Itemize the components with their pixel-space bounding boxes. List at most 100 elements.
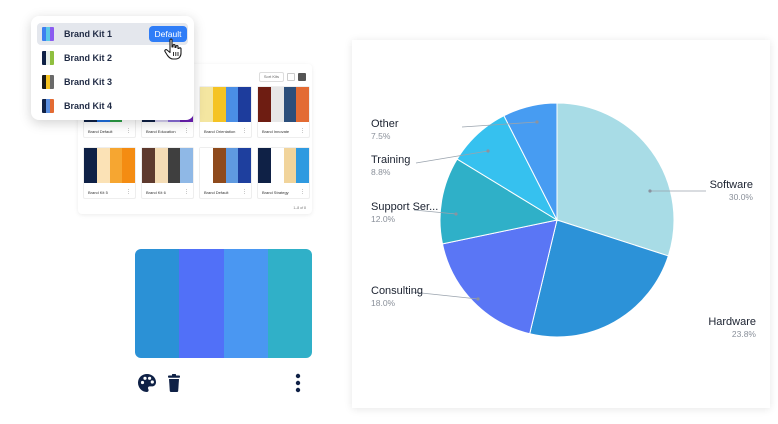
kit-card[interactable]: Brand Default ⋮: [199, 147, 252, 199]
slice-label: Other: [371, 118, 399, 130]
brand-kit-label: Brand Kit 4: [64, 101, 113, 111]
kit-swatches: [258, 87, 309, 122]
gallery-toolbar: Sort Kits: [258, 72, 306, 82]
slice-label: Training: [371, 154, 410, 166]
kit-swatch: [258, 148, 271, 183]
brand-kit-label: Brand Kit 2: [64, 53, 113, 63]
brand-kit-option-1[interactable]: Brand Kit 1 Default: [37, 23, 188, 45]
kit-swatch: [212, 87, 226, 122]
kit-swatch: [270, 87, 284, 122]
leader-line: [413, 209, 457, 215]
kit-swatch: [142, 148, 155, 183]
trash-icon[interactable]: [166, 374, 182, 392]
kit-swatch: [180, 148, 193, 183]
kit-swatch: [238, 148, 251, 183]
slice-label: Hardware: [708, 316, 756, 328]
kit-more-icon[interactable]: ⋮: [126, 128, 131, 134]
palette-color-4: [267, 249, 312, 358]
grid-view-icon[interactable]: [298, 73, 306, 81]
kit-more-icon[interactable]: ⋮: [126, 189, 131, 195]
kit-swatch: [154, 148, 168, 183]
kit-swatch: [225, 87, 239, 122]
kit-more-icon[interactable]: ⋮: [184, 189, 189, 195]
kit-swatches: [200, 87, 251, 122]
kit-swatch: [283, 148, 297, 183]
list-view-icon[interactable]: [287, 73, 295, 81]
kit-swatch: [296, 87, 309, 122]
brand-kit-option-4[interactable]: Brand Kit 4: [37, 95, 188, 117]
kit-swatch: [258, 87, 271, 122]
leader-line: [411, 291, 479, 300]
leader-dot: [476, 297, 480, 301]
brand-kit-label: Brand Kit 3: [64, 77, 113, 87]
pie-slice-hardware[interactable]: [529, 219, 669, 338]
kit-swatch: [109, 148, 123, 183]
slice-value-label: 7.5%: [371, 131, 391, 141]
slice-value-label: 30.0%: [729, 192, 754, 202]
kit-more-icon[interactable]: ⋮: [184, 128, 189, 134]
slice-value-label: 12.0%: [371, 214, 396, 224]
kit-name: Brand Orientation: [204, 129, 236, 134]
brand-kit-option-2[interactable]: Brand Kit 2: [37, 47, 188, 69]
pie-chart-panel: Software 30.0% Hardware 23.8% Consulting 18.0…: [352, 40, 770, 408]
palette-icon[interactable]: [137, 373, 157, 393]
kit-swatch: [200, 87, 213, 122]
pie-slice-support-ser[interactable]: [439, 158, 559, 245]
kit-swatch: [122, 148, 135, 183]
brand-kit-option-3[interactable]: Brand Kit 3: [37, 71, 188, 93]
slice-value-label: 23.8%: [732, 329, 757, 339]
pie-slice-software[interactable]: [556, 102, 675, 257]
kit-card[interactable]: Brand Innovate ⋮: [257, 86, 310, 138]
kit-name: Brand Innovate: [262, 129, 290, 134]
palette-color-3: [223, 249, 268, 358]
kit-name: Brand Education: [146, 129, 176, 134]
pagination: 1–8 of 8: [293, 206, 306, 210]
brand-kit-2-swatch: [42, 51, 54, 65]
kit-more-icon[interactable]: ⋮: [300, 128, 305, 134]
kit-swatch: [212, 148, 226, 183]
kit-name: Brand Default: [88, 129, 113, 134]
kit-swatches: [142, 148, 193, 183]
kit-card[interactable]: Brand Kit 6 ⋮: [141, 147, 194, 199]
kit-name: Brand Strategy: [262, 190, 289, 195]
default-button[interactable]: Default: [149, 26, 187, 42]
kit-name: Brand Kit 6: [146, 190, 166, 195]
hand-cursor-icon: [164, 38, 182, 60]
slice-value-label: 8.8%: [371, 167, 391, 177]
leader-dot: [535, 120, 539, 124]
kit-more-icon[interactable]: ⋮: [300, 189, 305, 195]
palette-preview: [135, 249, 312, 358]
sort-kits-button[interactable]: Sort Kits: [258, 72, 284, 82]
leader-dot: [486, 149, 490, 153]
kit-card[interactable]: Brand Strategy ⋮: [257, 147, 310, 199]
brand-kit-3-swatch: [42, 75, 54, 89]
slice-value-label: 18.0%: [371, 298, 396, 308]
pie-slice-other[interactable]: [503, 102, 558, 221]
brand-kit-1-swatch: [42, 27, 54, 41]
kit-swatch: [296, 148, 309, 183]
kit-swatch: [238, 87, 251, 122]
pie-slice-consulting[interactable]: [441, 219, 558, 335]
leader-line: [461, 121, 538, 128]
kit-swatch: [283, 87, 297, 122]
kit-swatch: [84, 148, 97, 183]
kit-swatch: [200, 148, 213, 183]
kit-name: Brand Default: [204, 190, 229, 195]
slice-label: Consulting: [371, 285, 423, 297]
kit-swatch: [270, 148, 284, 183]
kit-swatches: [84, 148, 135, 183]
kit-swatch: [96, 148, 110, 183]
kit-card[interactable]: Brand Kit 5 ⋮: [83, 147, 136, 199]
kit-swatches: [200, 148, 251, 183]
more-vertical-icon[interactable]: [294, 373, 302, 393]
brand-kit-dropdown: Brand Kit 1 Default Brand Kit 2 Brand Ki…: [31, 16, 194, 120]
kit-more-icon[interactable]: ⋮: [242, 189, 247, 195]
leader-dot: [454, 212, 458, 216]
slice-label: Support Ser...: [371, 201, 438, 213]
kit-name: Brand Kit 5: [88, 190, 108, 195]
kit-more-icon[interactable]: ⋮: [242, 128, 247, 134]
leader-line: [415, 150, 489, 164]
kit-swatch: [225, 148, 239, 183]
kit-card[interactable]: Brand Orientation ⋮: [199, 86, 252, 138]
